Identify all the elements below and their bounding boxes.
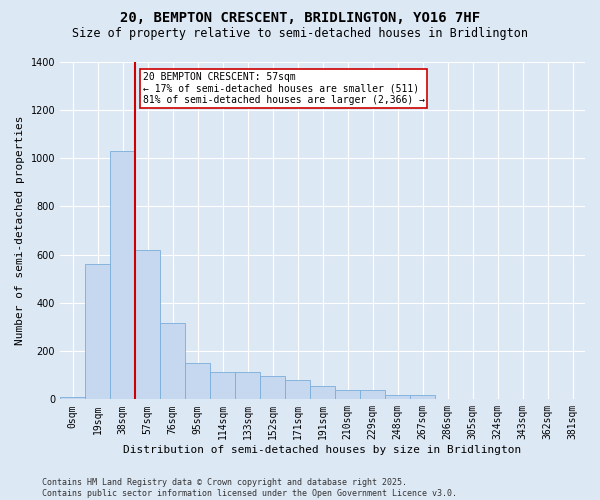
Bar — [210, 372, 235, 400]
Bar — [285, 380, 310, 400]
Bar — [110, 151, 135, 400]
Bar — [335, 390, 360, 400]
Bar — [235, 372, 260, 400]
Bar — [85, 264, 110, 400]
Bar — [135, 250, 160, 400]
Bar — [60, 397, 85, 400]
Bar — [360, 390, 385, 400]
Bar — [160, 324, 185, 400]
Y-axis label: Number of semi-detached properties: Number of semi-detached properties — [15, 116, 25, 345]
Text: 20, BEMPTON CRESCENT, BRIDLINGTON, YO16 7HF: 20, BEMPTON CRESCENT, BRIDLINGTON, YO16 … — [120, 11, 480, 25]
Bar — [260, 376, 285, 400]
Bar — [310, 386, 335, 400]
Bar — [410, 394, 435, 400]
Bar — [385, 394, 410, 400]
Text: Contains HM Land Registry data © Crown copyright and database right 2025.
Contai: Contains HM Land Registry data © Crown c… — [42, 478, 457, 498]
Bar — [185, 363, 210, 400]
Text: Size of property relative to semi-detached houses in Bridlington: Size of property relative to semi-detach… — [72, 27, 528, 40]
X-axis label: Distribution of semi-detached houses by size in Bridlington: Distribution of semi-detached houses by … — [124, 445, 521, 455]
Text: 20 BEMPTON CRESCENT: 57sqm
← 17% of semi-detached houses are smaller (511)
81% o: 20 BEMPTON CRESCENT: 57sqm ← 17% of semi… — [143, 72, 425, 105]
